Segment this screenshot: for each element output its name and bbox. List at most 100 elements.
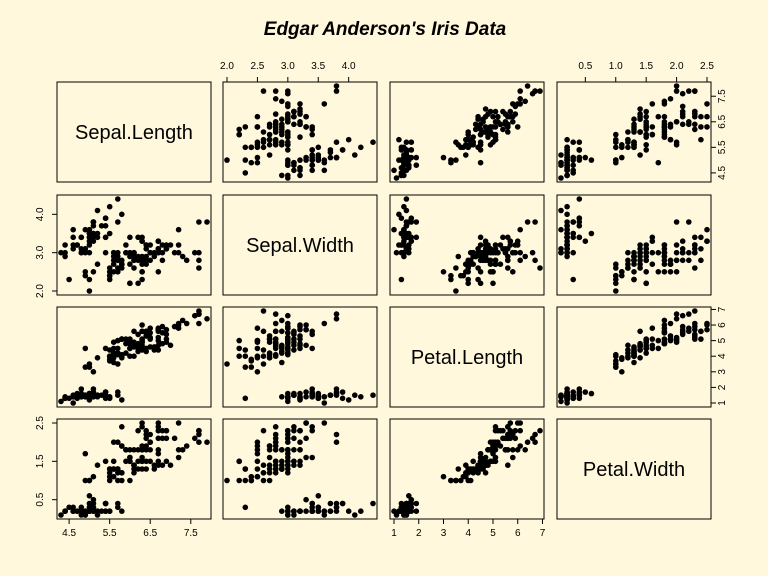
data-point	[558, 159, 564, 166]
data-point	[529, 249, 536, 256]
data-point	[272, 142, 279, 148]
data-point	[297, 447, 303, 453]
data-point	[86, 477, 93, 484]
data-point	[576, 234, 583, 241]
data-point	[155, 462, 162, 469]
data-point	[110, 249, 117, 256]
x-tick-label: 1.5	[639, 61, 653, 72]
data-point	[309, 147, 316, 153]
data-point	[315, 144, 322, 151]
data-point	[401, 167, 407, 174]
data-point	[352, 152, 358, 158]
data-point	[242, 353, 249, 360]
data-point	[413, 154, 420, 161]
data-point	[500, 427, 506, 434]
data-point	[625, 144, 631, 151]
data-point	[514, 124, 521, 130]
data-point	[492, 108, 499, 115]
data-point	[285, 113, 291, 120]
data-point	[131, 328, 137, 335]
data-point	[135, 348, 141, 355]
data-point	[467, 139, 474, 145]
x-tick-label: 7.5	[184, 528, 198, 539]
data-point	[564, 394, 570, 400]
data-point	[86, 504, 93, 511]
data-point	[673, 242, 680, 248]
data-point	[291, 342, 297, 349]
data-point	[115, 196, 121, 202]
data-point	[135, 458, 141, 465]
data-point	[502, 121, 509, 128]
data-point	[619, 269, 625, 275]
data-point	[505, 265, 511, 271]
data-point	[163, 458, 170, 465]
y-tick-label: 2.0	[35, 284, 46, 298]
data-point	[686, 257, 692, 264]
data-point	[505, 129, 511, 135]
data-point	[147, 325, 153, 332]
data-point	[86, 493, 93, 499]
data-point	[285, 439, 291, 446]
data-point	[147, 334, 153, 341]
data-point	[131, 353, 137, 360]
data-point	[279, 124, 285, 130]
data-point	[510, 454, 516, 461]
data-point	[285, 119, 291, 125]
data-point	[254, 124, 261, 130]
data-point	[517, 443, 523, 449]
data-point	[309, 126, 316, 133]
data-point	[285, 147, 291, 153]
data-point	[686, 328, 692, 335]
data-point	[495, 113, 501, 120]
data-point	[279, 98, 285, 105]
data-point	[698, 336, 704, 342]
data-point	[272, 88, 279, 94]
data-point	[505, 431, 511, 438]
data-point	[151, 347, 158, 353]
data-point	[260, 353, 267, 360]
data-point	[333, 431, 340, 438]
data-point	[698, 124, 704, 130]
data-point	[175, 226, 182, 233]
data-point	[248, 159, 255, 166]
data-point	[297, 134, 303, 140]
variable-label: Sepal.Length	[75, 122, 193, 144]
data-point	[260, 347, 267, 353]
data-point	[643, 119, 649, 125]
data-point	[661, 261, 668, 268]
data-point	[254, 473, 261, 480]
data-point	[254, 443, 261, 449]
data-point	[413, 219, 420, 225]
data-point	[564, 172, 570, 179]
data-point	[467, 477, 474, 484]
data-point	[309, 508, 316, 514]
data-point	[413, 500, 420, 507]
data-point	[297, 462, 303, 469]
x-tick-label: 4	[465, 528, 471, 539]
data-point	[661, 246, 668, 252]
data-point	[179, 317, 186, 324]
data-point	[285, 320, 291, 327]
data-point	[679, 238, 686, 244]
data-point	[139, 269, 145, 275]
data-point	[204, 439, 210, 446]
panel-Petal.Length-vs-Sepal.Width	[222, 306, 378, 408]
data-point	[297, 340, 303, 347]
data-point	[321, 400, 328, 406]
data-point	[679, 90, 686, 97]
data-point	[279, 139, 285, 145]
data-point	[291, 392, 297, 399]
data-point	[155, 326, 162, 333]
data-point	[517, 96, 523, 102]
data-point	[309, 386, 316, 392]
data-point	[679, 246, 686, 252]
data-point	[106, 265, 113, 271]
data-point	[119, 424, 125, 430]
data-point	[673, 334, 680, 341]
data-point	[661, 101, 668, 107]
data-point	[309, 162, 316, 168]
data-point	[260, 144, 267, 151]
data-point	[631, 276, 637, 283]
data-point	[564, 149, 570, 156]
panel-Petal.Width-vs-Sepal.Width	[222, 418, 378, 520]
